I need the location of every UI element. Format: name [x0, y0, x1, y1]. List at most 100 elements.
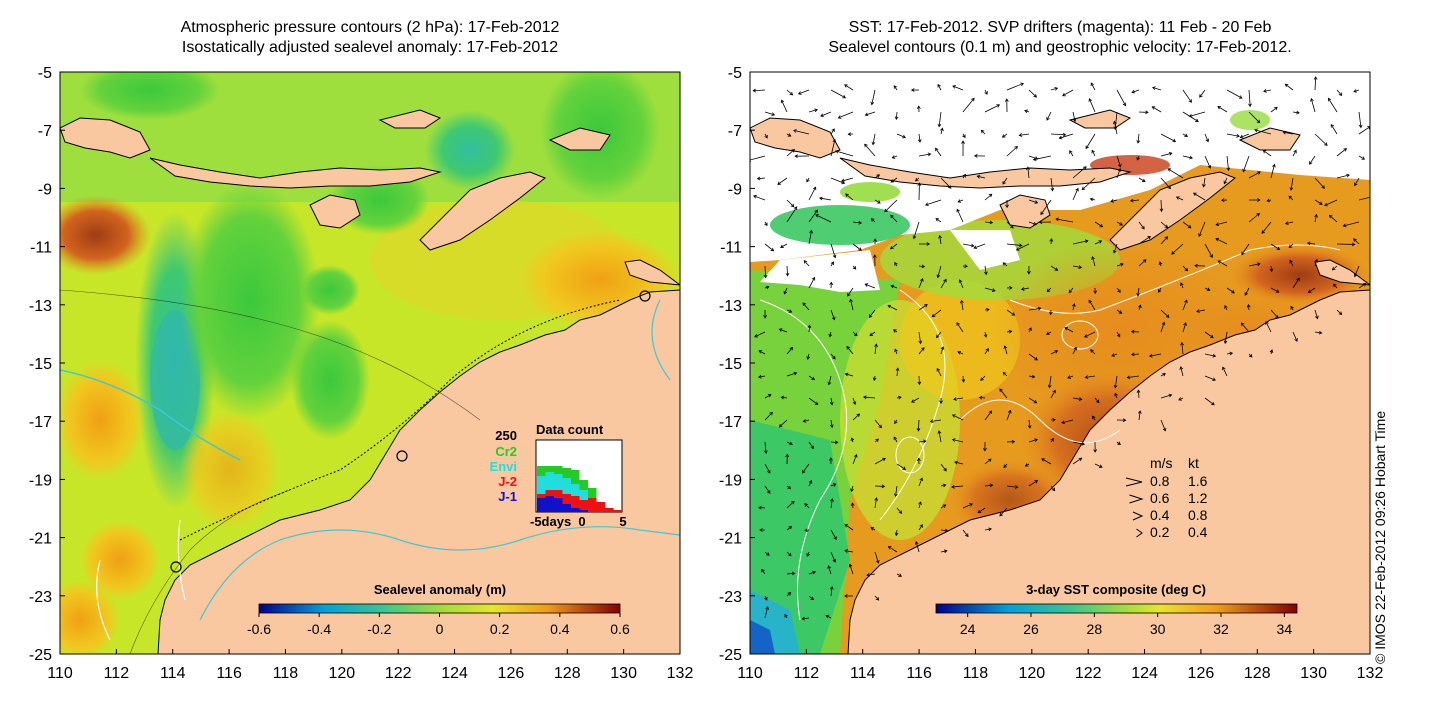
right-y-tick-label: -23 [719, 589, 742, 606]
velocity-arrow [1138, 410, 1141, 421]
velocity-arrow [786, 592, 791, 597]
velocity-arrow [1138, 305, 1141, 311]
velocity-arrow [786, 265, 789, 276]
velocity-arrow [892, 155, 898, 159]
velocity-arrow [1336, 89, 1342, 96]
velocity-arrow [807, 353, 810, 360]
velocity-arrow [1028, 439, 1038, 443]
velocity-arrow [1116, 168, 1121, 179]
velocity-arrow [930, 419, 942, 422]
velocity-arrow [1182, 89, 1192, 103]
left-y-tick-label: -21 [29, 531, 52, 548]
velocity-arrow [1088, 300, 1096, 311]
velocity-arrow [802, 463, 810, 474]
left-x-tick-label: 126 [498, 665, 525, 682]
velocity-arrow [1283, 131, 1294, 135]
right-y-tick-label: -17 [719, 414, 742, 431]
velocity-arrow [803, 260, 810, 267]
velocity-arrow [808, 187, 816, 201]
velocity-arrow [830, 529, 837, 540]
tide-gauge-marker [396, 450, 408, 462]
velocity-arrow [1002, 372, 1008, 377]
velocity-arrow [1050, 350, 1058, 355]
data-count-bar [588, 498, 597, 512]
velocity-arrow [850, 299, 854, 311]
velocity-arrow [984, 221, 993, 224]
velocity-arrow [984, 528, 992, 531]
right-y-tick-label: -11 [720, 240, 742, 257]
velocity-arrow [864, 144, 876, 157]
velocity-arrow [1314, 259, 1318, 267]
velocity-arrow [1182, 300, 1188, 311]
velocity-arrow [828, 375, 832, 385]
velocity-arrow [808, 230, 812, 245]
left-y-tick-label: -7 [38, 123, 52, 140]
velocity-arrow [1314, 214, 1317, 223]
velocity-arrow [1072, 265, 1082, 268]
velocity-arrow [1193, 192, 1206, 201]
left-island-timor [419, 171, 546, 251]
velocity-arrow [830, 551, 836, 563]
left-y-tick-label: -17 [29, 414, 52, 431]
right-title-line1: SST: 17-Feb-2012. SVP drifters (magenta)… [848, 19, 1272, 36]
velocity-arrow [753, 89, 766, 92]
velocity-arrow [952, 439, 964, 443]
velocity-arrow [961, 300, 964, 311]
velocity-arrow [830, 353, 836, 360]
velocity-arrow [894, 349, 898, 355]
velocity-arrow [940, 177, 952, 189]
velocity-arrow [758, 375, 766, 378]
velocity-arrow [874, 344, 877, 355]
velocity-arrow [874, 497, 877, 509]
colorbar-tick-label: 30 [1150, 621, 1166, 637]
colorbar-tick-label: 32 [1213, 621, 1229, 637]
velocity-arrow [984, 193, 992, 201]
data-count-xtick-5: 5 [619, 514, 626, 529]
data-count-legend-item: Envi [490, 459, 517, 474]
velocity-arrow [1160, 373, 1166, 377]
data-count-bar [554, 490, 563, 498]
data-count-bar [537, 494, 546, 498]
velocity-arrow [874, 595, 879, 601]
velocity-arrow [1222, 366, 1228, 377]
velocity-arrow [1328, 98, 1338, 113]
velocity-arrow [1028, 397, 1037, 404]
velocity-arrow [786, 501, 795, 509]
velocity-arrow [786, 551, 792, 557]
right-y-tick-label: -9 [728, 181, 742, 198]
velocity-arrow [1046, 287, 1052, 292]
velocity-arrow [764, 111, 775, 116]
left-colorbar-title: Sealevel anomaly (m) [374, 582, 506, 597]
left-x-tick-label: 124 [441, 665, 468, 682]
velocity-arrow [1021, 287, 1030, 290]
velocity-arrow [1215, 238, 1228, 245]
velocity-arrow [1248, 304, 1250, 311]
velocity-arrow [952, 85, 964, 91]
velocity-arrow [1265, 321, 1272, 333]
velocity-arrow [1085, 133, 1096, 149]
colorbar-tick-label: 0.6 [610, 621, 630, 637]
left-colorbar-ticks: -0.6 -0.4 -0.2 0 0.2 0.4 0.6 [247, 613, 630, 637]
right-island-chain [839, 157, 1132, 189]
left-map-panel [60, 72, 680, 654]
data-count-xlabel: -5days [530, 514, 571, 529]
data-count-bar [562, 468, 571, 478]
velocity-arrow [938, 430, 942, 443]
velocity-arrow [1199, 89, 1206, 98]
velocity-arrow [869, 309, 876, 318]
velocity-arrow [851, 485, 854, 492]
velocity-arrow [1055, 218, 1074, 223]
velocity-arrow [786, 199, 795, 207]
velocity-arrow [1160, 177, 1171, 189]
velocity-arrow [1160, 394, 1172, 399]
velocity-arrow [999, 507, 1008, 517]
right-x-tick-label: 124 [1131, 665, 1158, 682]
velocity-arrow [786, 149, 795, 157]
velocity-arrow [1072, 111, 1076, 122]
velocity-arrow [764, 551, 770, 556]
velocity-arrow [888, 546, 898, 553]
velocity-arrow [956, 209, 964, 223]
velocity-arrow [1226, 287, 1235, 294]
velocity-arrow [1285, 83, 1294, 91]
velocity-arrow [803, 419, 810, 422]
